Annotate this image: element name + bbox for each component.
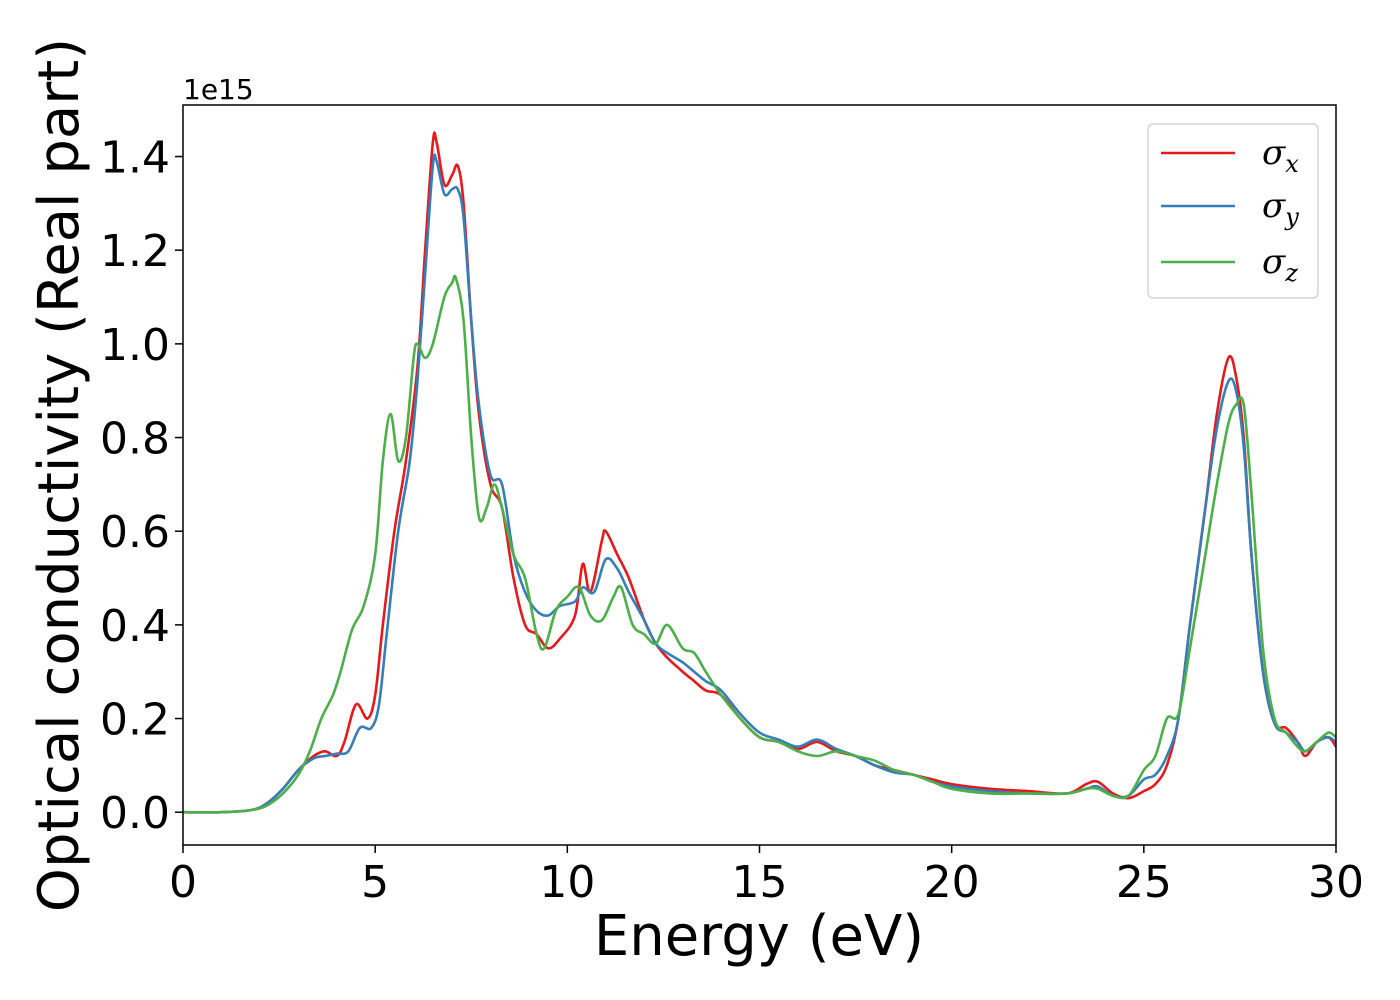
x-tick-label: 25	[1116, 857, 1172, 908]
x-tick-label: 5	[361, 857, 389, 908]
series-line-y	[183, 153, 1336, 814]
y-tick-label: 0.8	[100, 414, 170, 465]
x-tick-label: 0	[169, 857, 197, 908]
y-axis-label: Optical conductivity (Real part)	[27, 38, 92, 912]
x-tick-label: 20	[924, 857, 980, 908]
y-offset-label: 1e15	[183, 73, 254, 106]
series-line-z	[183, 274, 1336, 814]
y-tick-label: 0.2	[100, 695, 170, 746]
y-tick-label: 1.0	[100, 320, 170, 371]
y-tick-label: 0.0	[100, 788, 170, 839]
x-axis-ticks: 0 5 10 15 20 25 30	[169, 845, 1364, 908]
y-tick-label: 0.6	[100, 507, 170, 558]
x-tick-label: 10	[539, 857, 595, 908]
y-axis-ticks: 0.0 0.2 0.4 0.6 0.8 1.0 1.2 1.4	[100, 133, 183, 839]
legend-label-x: σx	[1262, 133, 1299, 178]
y-tick-label: 1.2	[100, 226, 170, 277]
legend-box	[1147, 123, 1319, 299]
y-tick-label: 1.4	[100, 133, 170, 184]
x-tick-label: 15	[732, 857, 788, 908]
legend: σx σy σz	[1147, 123, 1319, 299]
x-tick-label: 30	[1308, 857, 1364, 908]
legend-label-z: σz	[1262, 242, 1298, 287]
legend-label-y: σy	[1262, 186, 1299, 231]
y-tick-label: 0.4	[100, 601, 170, 652]
x-axis-label: Energy (eV)	[594, 904, 924, 969]
series-group	[183, 131, 1336, 814]
